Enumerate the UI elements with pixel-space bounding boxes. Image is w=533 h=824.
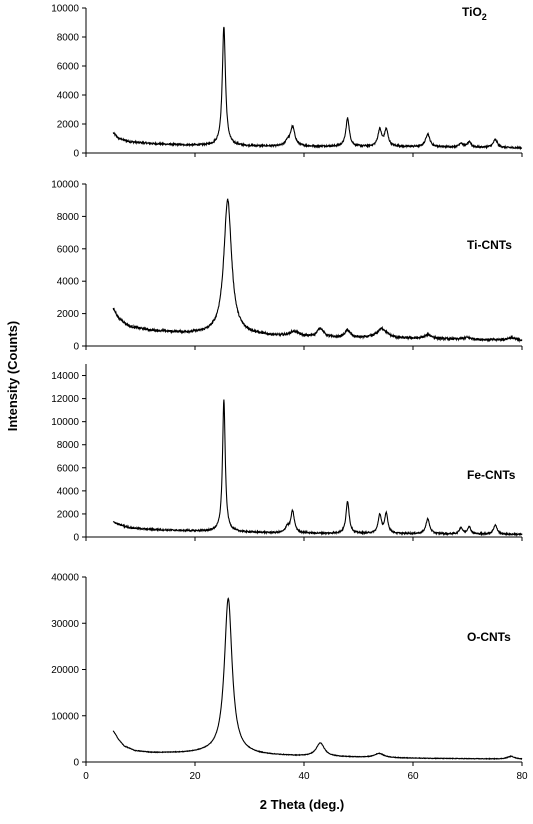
y-tick-label: 6000: [57, 62, 80, 73]
x-tick-label: 20: [189, 771, 201, 782]
panel-label: Ti-CNTs: [467, 238, 512, 252]
y-tick-label: 4000: [57, 91, 80, 102]
y-tick-label: 6000: [57, 463, 80, 474]
y-tick-label: 10000: [51, 417, 79, 428]
y-tick-label: 6000: [57, 244, 80, 255]
y-tick-label: 10000: [51, 4, 79, 15]
y-tick-label: 0: [73, 758, 79, 769]
y-tick-label: 8000: [57, 33, 80, 44]
y-tick-label: 8000: [57, 440, 80, 451]
y-tick-label: 14000: [51, 371, 79, 382]
y-tick-label: 4000: [57, 277, 80, 288]
y-tick-label: 4000: [57, 486, 80, 497]
y-tick-label: 2000: [57, 509, 80, 520]
y-tick-label: 10000: [51, 711, 79, 722]
x-tick-label: 80: [516, 771, 528, 782]
y-tick-label: 0: [73, 149, 79, 160]
panel-label-subscript: 2: [482, 12, 487, 22]
panel-label: TiO2: [462, 5, 487, 22]
y-tick-label: 20000: [51, 665, 79, 676]
y-tick-label: 2000: [57, 309, 80, 320]
y-axis-title: Intensity (Counts): [5, 321, 20, 432]
x-tick-label: 40: [298, 771, 310, 782]
y-tick-label: 0: [73, 342, 79, 353]
panel: 0 2000 4000 6000 8000 10000 TiO2: [51, 4, 523, 160]
diffraction-line: [112, 198, 523, 344]
x-tick-label: 0: [83, 771, 89, 782]
y-tick-label: 30000: [51, 619, 79, 630]
panel-label: Fe-CNTs: [467, 468, 516, 482]
panel-label: O-CNTs: [467, 630, 511, 644]
y-tick-label: 10000: [51, 180, 79, 191]
y-tick-label: 2000: [57, 120, 80, 131]
diffraction-line: [112, 399, 523, 537]
y-tick-label: 8000: [57, 212, 80, 223]
y-tick-label: 12000: [51, 394, 79, 405]
panel: 0 2000 4000 6000 8000 10000 12000 14000 Fe-CNTs: [51, 364, 523, 544]
x-axis-title: 2 Theta (deg.): [260, 797, 345, 812]
diffraction-line: [112, 597, 523, 761]
y-tick-label: 0: [73, 533, 79, 544]
panel: 0 2000 4000 6000 8000 10000 Ti-CNTs: [51, 180, 523, 353]
diffraction-line: [112, 26, 523, 151]
panel: 0 10000 20000 30000 40000 0 20 40 60 80 O-CNTs: [51, 573, 528, 783]
x-tick-label: 60: [407, 771, 419, 782]
y-tick-label: 40000: [51, 573, 79, 584]
